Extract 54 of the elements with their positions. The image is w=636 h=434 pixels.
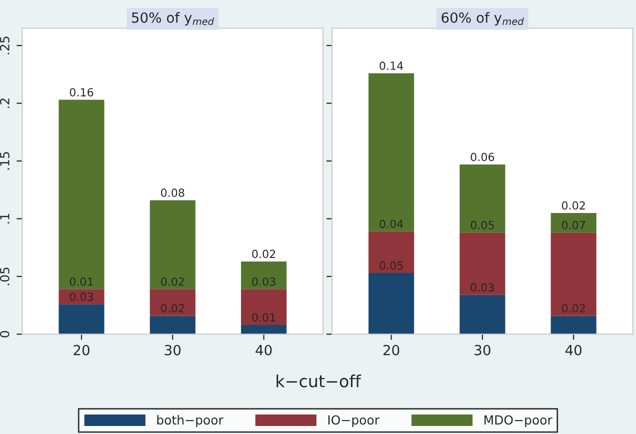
legend-label: both−poor: [157, 414, 224, 428]
bar: [150, 289, 196, 316]
data-label: 0.05: [380, 261, 403, 270]
x-tick-label: 40: [256, 344, 272, 356]
data-label: 0.01: [70, 277, 93, 286]
data-label: 0.01: [252, 313, 276, 322]
data-label: 0.03: [70, 292, 93, 301]
data-label: 0.02: [161, 304, 184, 312]
bar: [241, 261, 287, 290]
data-label: 0.02: [562, 304, 585, 312]
y-tick-label: .15: [0, 152, 10, 170]
data-label: 0.02: [252, 250, 276, 258]
x-tick-label: 30: [474, 344, 490, 356]
bar: [58, 100, 104, 290]
data-label: 0.05: [470, 220, 494, 230]
data-label: 0.08: [161, 188, 184, 197]
bar: [460, 294, 506, 334]
y-tick-label: .1: [0, 214, 10, 224]
bar: [58, 304, 104, 334]
data-label: 0.02: [562, 201, 585, 210]
chart-title: 60% of y$_{med}$: [442, 12, 524, 26]
bar: [150, 200, 196, 290]
bar: [368, 73, 414, 232]
data-label: 0.03: [470, 283, 494, 292]
bar: [241, 324, 287, 334]
bar: [460, 164, 506, 233]
data-label: 0.02: [161, 277, 184, 286]
data-label: 0.04: [380, 220, 404, 228]
data-label: 0.16: [70, 88, 94, 96]
bar: [550, 316, 596, 334]
x-tick-label: 20: [383, 344, 400, 356]
x-tick-label: 40: [565, 344, 582, 356]
data-label: 0.06: [470, 152, 494, 162]
data-label: 0.07: [562, 220, 585, 230]
y-tick-label: 0: [0, 331, 10, 338]
y-tick-label: .05: [0, 268, 10, 286]
bar: [150, 316, 196, 334]
data-label: 0.14: [380, 62, 404, 70]
bar: [58, 289, 104, 304]
bar: [368, 231, 414, 273]
data-label: 0.03: [252, 277, 276, 286]
y-tick-label: .2: [0, 98, 10, 108]
chart-title: 50% of y$_{med}$: [132, 12, 214, 26]
x-tick-label: 30: [164, 344, 181, 356]
legend-label: MDO−poor: [484, 415, 552, 428]
x-axis-title: k−cut−off: [276, 374, 362, 388]
bar: [241, 289, 287, 325]
y-tick-label: .25: [0, 36, 10, 54]
bar: [460, 232, 506, 295]
bar: [368, 272, 414, 334]
legend-label: IO−poor: [328, 415, 380, 428]
x-tick-label: 20: [74, 344, 90, 356]
bar: [550, 232, 596, 316]
bar: [550, 212, 596, 233]
